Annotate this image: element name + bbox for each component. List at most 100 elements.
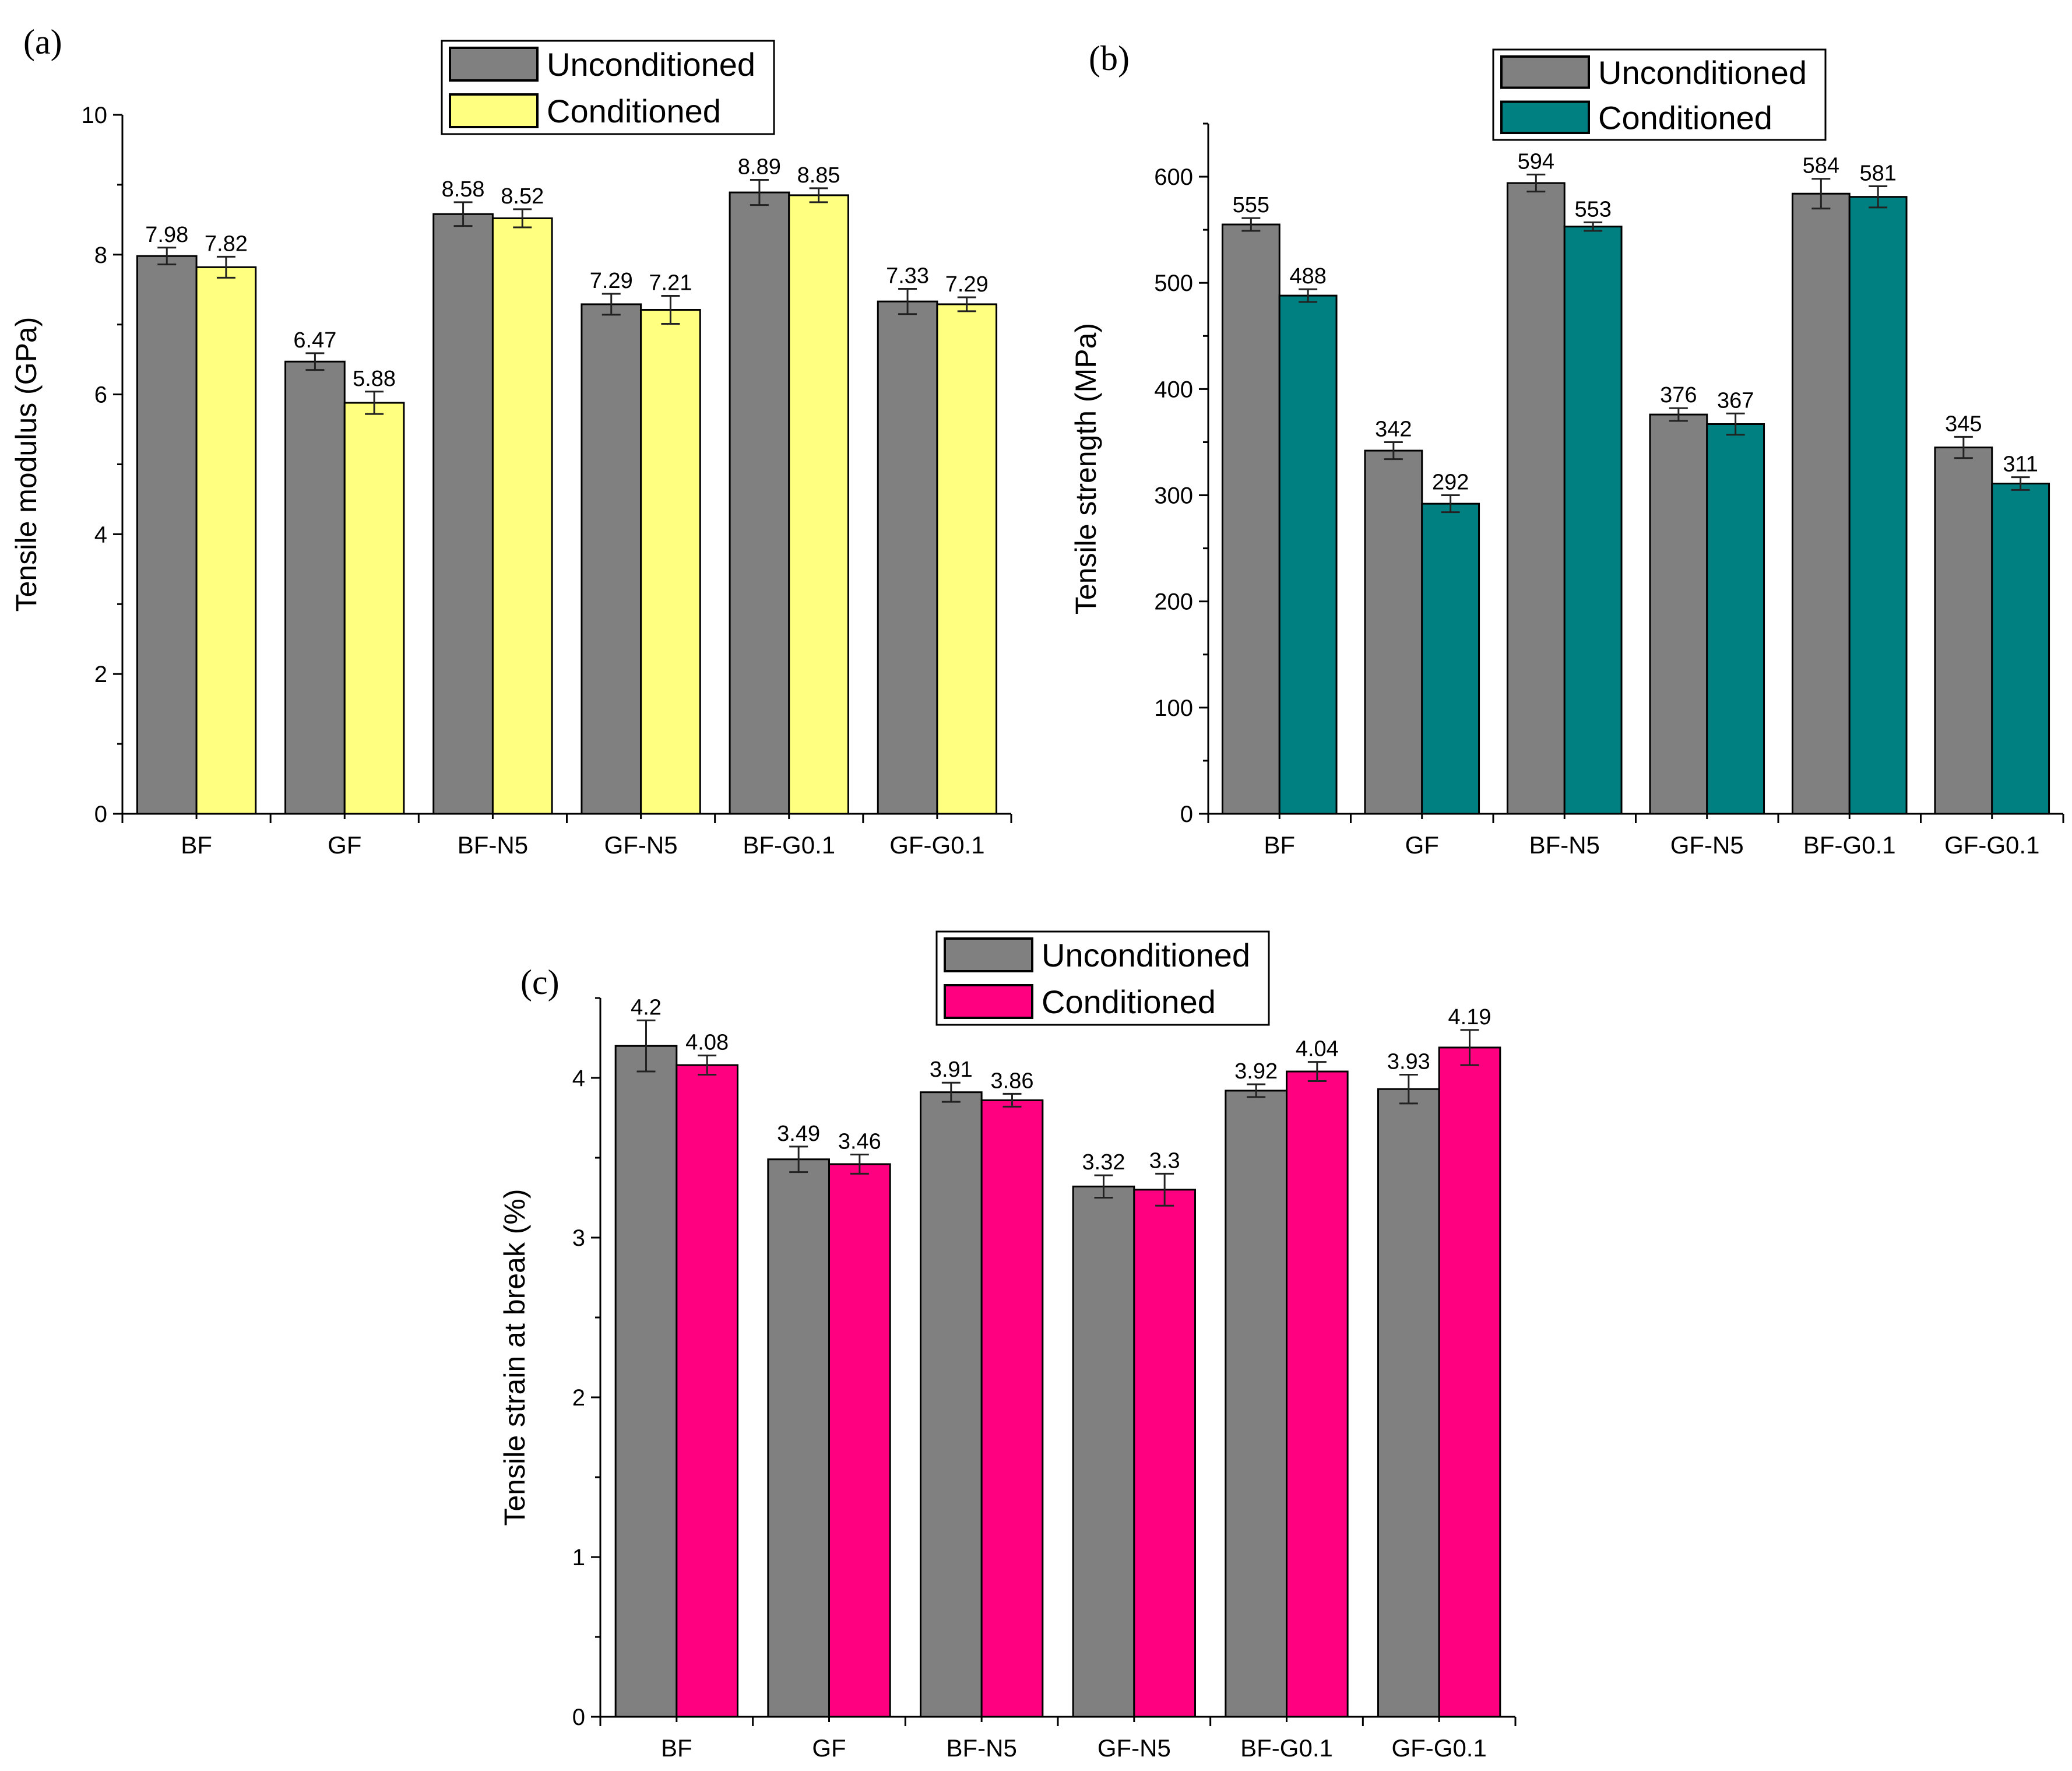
bar-unconditioned-gf — [767, 1158, 831, 1718]
data-label: 8.85 — [797, 163, 840, 188]
legend-label-conditioned: Conditioned — [1042, 983, 1216, 1020]
x-category-label: GF-G0.1 — [889, 831, 984, 859]
bar-unconditioned-bf-n5 — [1506, 182, 1566, 815]
bar-conditioned-bf — [195, 266, 257, 815]
bar-conditioned-gf-n5 — [1133, 1189, 1197, 1718]
bar-unconditioned-bf-n5 — [920, 1091, 983, 1718]
data-label: 4.04 — [1296, 1037, 1339, 1062]
x-category-label: GF-N5 — [1670, 831, 1744, 859]
data-label: 7.33 — [886, 264, 929, 289]
bar-conditioned-gf-g0.1 — [1991, 483, 2050, 815]
y-tick-label: 6 — [94, 382, 107, 408]
data-label: 4.19 — [1448, 1005, 1491, 1029]
bar-unconditioned-gf-n5 — [1072, 1185, 1135, 1718]
bar-unconditioned-bf — [1221, 223, 1281, 815]
y-tick-label: 3 — [572, 1225, 585, 1251]
x-category-label: BF — [181, 831, 212, 859]
y-tick-label: 400 — [1154, 377, 1193, 402]
data-label: 3.93 — [1387, 1050, 1430, 1074]
x-category-label: BF-N5 — [946, 1734, 1016, 1762]
y-tick-label: 4 — [572, 1066, 585, 1091]
panel-a-chart: (a) 7.98 6.47 8.58 7.29 8.89 7.33 7.82 5.88 8.52 7… — [10, 23, 1012, 859]
legend-swatch-conditioned — [449, 93, 539, 128]
legend-label-unconditioned: Unconditioned — [547, 46, 755, 83]
bar-conditioned-bf — [1278, 294, 1338, 815]
legend-label-conditioned: Conditioned — [547, 93, 721, 129]
bar-conditioned-bf-g0.1 — [1848, 196, 1908, 815]
panel-label: (a) — [23, 23, 62, 61]
data-label: 311 — [2003, 452, 2038, 477]
data-label: 3.86 — [991, 1069, 1034, 1093]
bar-unconditioned-bf — [136, 255, 198, 815]
x-category-label: BF — [1264, 831, 1295, 859]
data-label: 7.29 — [945, 272, 988, 297]
panel-label: (c) — [520, 963, 560, 1002]
y-tick-label: 10 — [82, 103, 108, 128]
bar-conditioned-gf-n5 — [1706, 423, 1765, 815]
y-tick-label: 1 — [572, 1545, 585, 1570]
bar-conditioned-bf-n5 — [491, 217, 553, 815]
bar-conditioned-gf — [1421, 503, 1480, 815]
bar-conditioned-bf — [676, 1064, 739, 1718]
legend-swatch-conditioned — [944, 984, 1033, 1019]
bar-unconditioned-bf — [614, 1045, 678, 1718]
bar-unconditioned-gf — [1364, 449, 1423, 815]
legend-label-unconditioned: Unconditioned — [1598, 54, 1807, 91]
legend: Unconditioned Conditioned — [1492, 48, 1827, 141]
bar-unconditioned-gf — [284, 360, 346, 815]
y-tick-label: 0 — [1180, 802, 1193, 827]
x-category-label: BF — [661, 1734, 692, 1762]
data-label: 376 — [1660, 383, 1697, 407]
x-category-label: GF-N5 — [604, 831, 678, 859]
data-label: 3.32 — [1082, 1150, 1125, 1175]
y-tick-label: 0 — [572, 1705, 585, 1730]
x-category-label: GF — [812, 1734, 846, 1762]
data-label: 8.52 — [501, 184, 544, 209]
x-category-label: GF-G0.1 — [1944, 831, 2039, 859]
data-label: 8.89 — [738, 155, 781, 180]
data-label: 3.49 — [777, 1122, 820, 1146]
data-label: 4.08 — [685, 1031, 729, 1055]
data-label: 7.29 — [590, 269, 633, 293]
y-tick-label: 2 — [94, 662, 107, 687]
panel-label: (b) — [1089, 39, 1130, 78]
y-tick-label: 500 — [1154, 270, 1193, 296]
data-label: 584 — [1803, 154, 1839, 178]
x-category-label: GF-N5 — [1097, 1734, 1171, 1762]
legend-swatch-unconditioned — [1500, 55, 1590, 89]
data-label: 342 — [1375, 417, 1412, 441]
panel-b-chart: (b) 555 342 594 376 584 345 488 292 553 367 581 311 0… — [1070, 39, 2064, 859]
y-tick-label: 8 — [94, 243, 107, 268]
data-label: 581 — [1859, 161, 1896, 185]
bar-conditioned-bf-g0.1 — [788, 194, 849, 815]
data-label: 3.91 — [930, 1057, 973, 1082]
legend-label-conditioned: Conditioned — [1598, 99, 1772, 136]
bar-conditioned-bf-n5 — [1563, 226, 1623, 815]
y-tick-label: 0 — [94, 802, 107, 827]
x-category-label: BF-G0.1 — [1240, 1734, 1333, 1762]
data-label: 6.47 — [293, 328, 336, 353]
data-label: 594 — [1518, 149, 1554, 174]
bar-conditioned-gf — [343, 402, 405, 815]
data-label: 5.88 — [353, 367, 396, 391]
bar-conditioned-gf-g0.1 — [936, 303, 998, 815]
bar-conditioned-bf-g0.1 — [1286, 1070, 1349, 1718]
bar-unconditioned-gf-n5 — [1649, 413, 1708, 815]
data-label: 292 — [1432, 470, 1469, 495]
data-label: 555 — [1233, 193, 1269, 217]
data-label: 488 — [1289, 264, 1326, 289]
data-label: 7.98 — [145, 223, 188, 247]
y-axis-title: Tensile strain at break (%) — [498, 1189, 531, 1526]
data-label: 3.92 — [1234, 1059, 1278, 1084]
bar-unconditioned-gf-n5 — [581, 303, 642, 815]
bar-conditioned-gf — [828, 1163, 891, 1718]
bar-unconditioned-bf-n5 — [432, 213, 494, 815]
legend: Unconditioned Conditioned — [441, 40, 775, 135]
y-tick-label: 4 — [94, 522, 107, 547]
data-label: 345 — [1945, 412, 1982, 436]
data-label: 553 — [1574, 197, 1611, 222]
y-tick-label: 100 — [1154, 695, 1193, 721]
y-axis-title: Tensile modulus (GPa) — [10, 317, 43, 612]
data-label: 7.82 — [205, 231, 248, 256]
x-category-label: BF-G0.1 — [743, 831, 835, 859]
